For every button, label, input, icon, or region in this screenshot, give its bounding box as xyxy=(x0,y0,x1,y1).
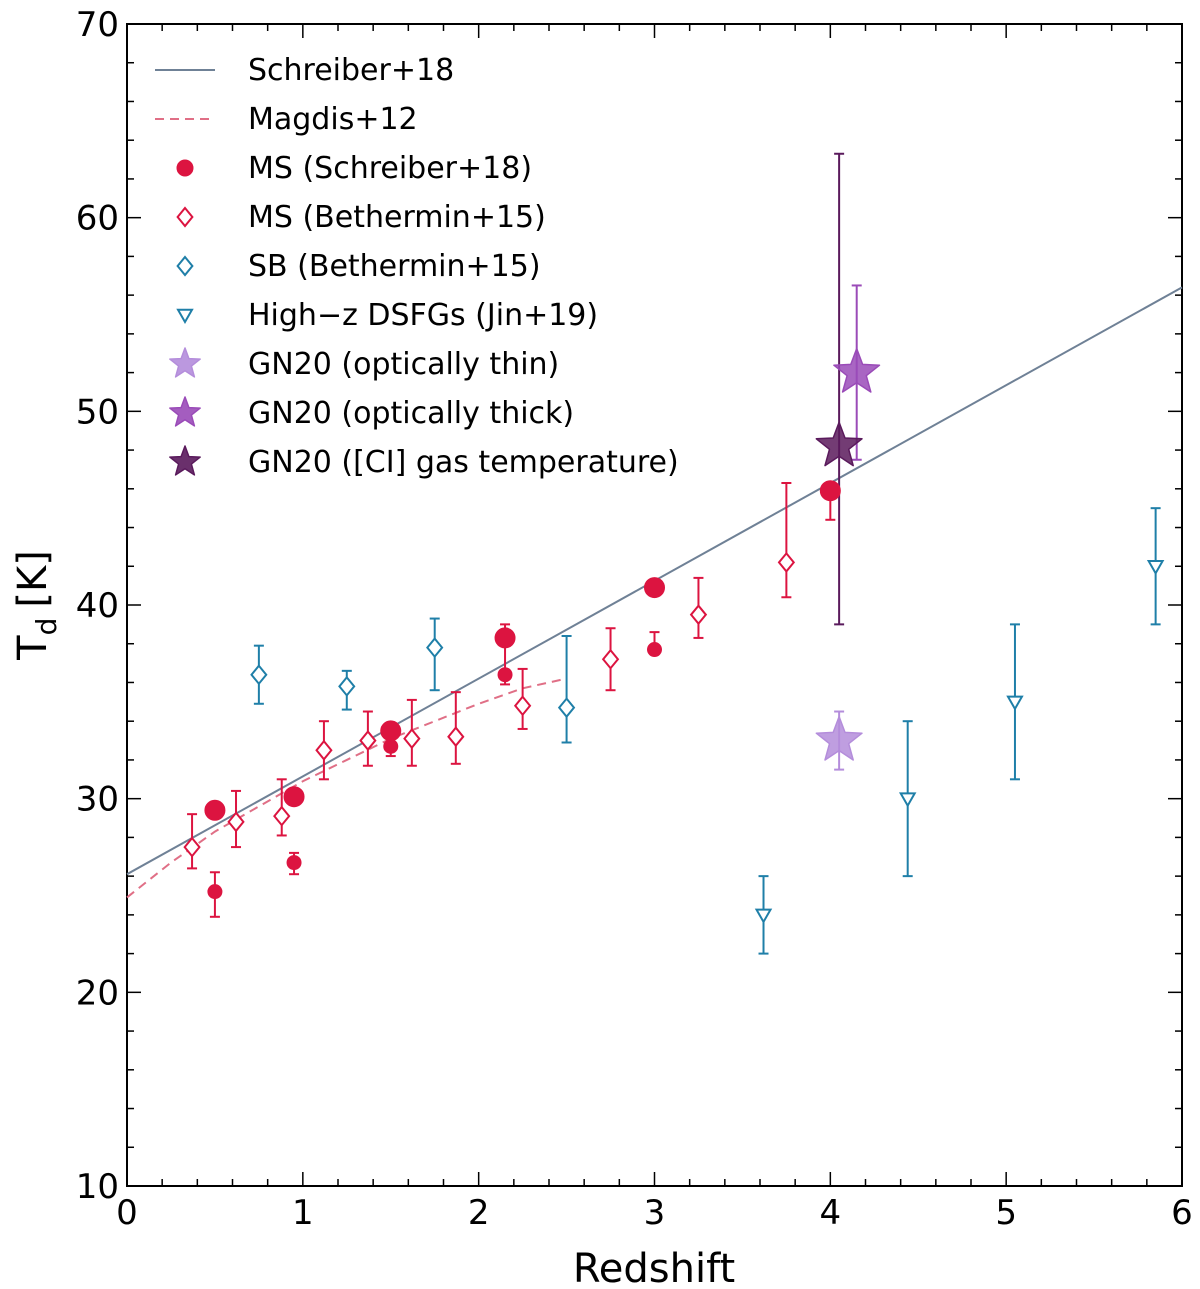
point-ms-bethermin-15 xyxy=(513,695,532,717)
legend-label: Magdis+12 xyxy=(248,102,418,137)
y-axis-title: Td [K] xyxy=(10,550,63,661)
point-ms-schreiber-18 xyxy=(207,884,223,900)
point-ms-schreiber-18 xyxy=(204,799,226,821)
point-ms-bethermin-15 xyxy=(447,726,465,748)
point-ms-bethermin-15 xyxy=(227,811,245,833)
legend-label: GN20 ([CI] gas temperature) xyxy=(248,445,679,480)
legend-label: High−z DSFGs (Jin+19) xyxy=(248,298,598,333)
point-ms-bethermin-15 xyxy=(273,805,291,827)
y-tick-label: 40 xyxy=(76,586,119,626)
legend-swatch-star xyxy=(169,396,201,427)
point-ms-schreiber-18 xyxy=(644,577,665,599)
legend-swatch-star xyxy=(169,445,201,476)
y-tick-label: 30 xyxy=(76,780,119,820)
y-tick-label: 10 xyxy=(76,1167,119,1207)
y-axis-title-main: T xyxy=(10,635,56,661)
legend-label: GN20 (optically thin) xyxy=(248,347,559,382)
point-ms-bethermin-15 xyxy=(403,728,421,750)
legend-swatch-circle xyxy=(176,159,194,177)
magdis-line xyxy=(126,677,567,899)
point-sb-bethermin-15 xyxy=(557,697,576,719)
point-high-z-dsfgs-jin-19 xyxy=(898,792,917,808)
point-high-z-dsfgs-jin-19 xyxy=(1146,560,1165,576)
point-ms-schreiber-18 xyxy=(383,738,399,754)
axis-ticks xyxy=(126,23,1183,1187)
point-ms-bethermin-15 xyxy=(601,648,620,670)
x-tick-label: 4 xyxy=(820,1193,842,1233)
x-tick-label: 5 xyxy=(995,1193,1017,1233)
y-axis-title-unit: [K] xyxy=(10,550,56,607)
x-axis-title: Redshift xyxy=(573,1246,735,1289)
y-axis-title-sub: d xyxy=(30,618,63,636)
x-tick-label: 0 xyxy=(116,1193,138,1233)
point-sb-bethermin-15 xyxy=(426,637,444,659)
point-gn20-optically-thin xyxy=(815,715,863,761)
point-high-z-dsfgs-jin-19 xyxy=(754,908,773,924)
data-points xyxy=(183,347,1165,924)
legend: Schreiber+18 Magdis+12 MS (Schreiber+18) MS… xyxy=(155,53,679,480)
point-sb-bethermin-15 xyxy=(338,675,356,697)
legend-swatch-diamond xyxy=(176,255,194,277)
point-ms-schreiber-18 xyxy=(380,720,402,742)
legend-swatch-triangle-down xyxy=(176,308,194,325)
point-ms-schreiber-18 xyxy=(497,667,513,683)
y-tick-label: 20 xyxy=(76,973,119,1013)
x-tick-label: 1 xyxy=(292,1193,314,1233)
legend-label: MS (Schreiber+18) xyxy=(248,151,532,186)
point-ms-schreiber-18 xyxy=(286,855,302,871)
point-ms-bethermin-15 xyxy=(359,729,377,752)
y-tick-label: 70 xyxy=(76,5,119,45)
x-tick-label: 2 xyxy=(468,1193,490,1233)
point-ms-bethermin-15 xyxy=(183,836,201,858)
x-tick-labels: 0 1 2 3 4 5 6 xyxy=(116,1193,1193,1233)
legend-label: SB (Bethermin+15) xyxy=(248,249,541,284)
point-ms-schreiber-18 xyxy=(494,627,516,649)
legend-label: MS (Bethermin+15) xyxy=(248,200,546,235)
point-ms-schreiber-18 xyxy=(819,480,841,502)
x-tick-label: 6 xyxy=(1171,1193,1193,1233)
legend-swatch-star xyxy=(169,347,201,378)
point-ms-bethermin-15 xyxy=(689,604,708,626)
point-ms-bethermin-15 xyxy=(315,739,333,761)
plot-frame xyxy=(126,23,1183,1187)
point-high-z-dsfgs-jin-19 xyxy=(1006,695,1024,711)
point-gn20-ci-gas-temperature xyxy=(815,421,863,467)
point-ms-bethermin-15 xyxy=(777,551,796,573)
y-tick-labels: 10 20 30 40 50 60 70 xyxy=(76,5,119,1207)
y-tick-label: 50 xyxy=(76,392,119,432)
point-sb-bethermin-15 xyxy=(250,664,268,686)
legend-swatch-diamond xyxy=(176,206,194,228)
point-gn20-optically-thick xyxy=(833,347,881,393)
x-tick-label: 3 xyxy=(644,1193,666,1233)
y-tick-label: 60 xyxy=(76,199,119,239)
point-ms-schreiber-18 xyxy=(647,642,662,658)
point-ms-schreiber-18 xyxy=(283,786,305,808)
legend-label: GN20 (optically thick) xyxy=(248,396,574,431)
legend-label: Schreiber+18 xyxy=(248,53,454,88)
